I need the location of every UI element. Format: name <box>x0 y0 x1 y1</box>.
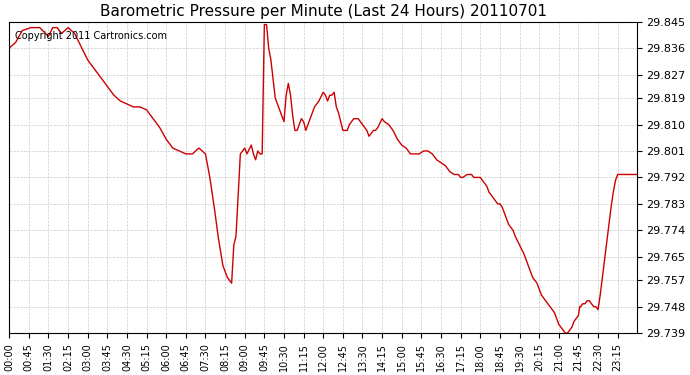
Title: Barometric Pressure per Minute (Last 24 Hours) 20110701: Barometric Pressure per Minute (Last 24 … <box>99 4 546 19</box>
Text: Copyright 2011 Cartronics.com: Copyright 2011 Cartronics.com <box>15 31 168 41</box>
